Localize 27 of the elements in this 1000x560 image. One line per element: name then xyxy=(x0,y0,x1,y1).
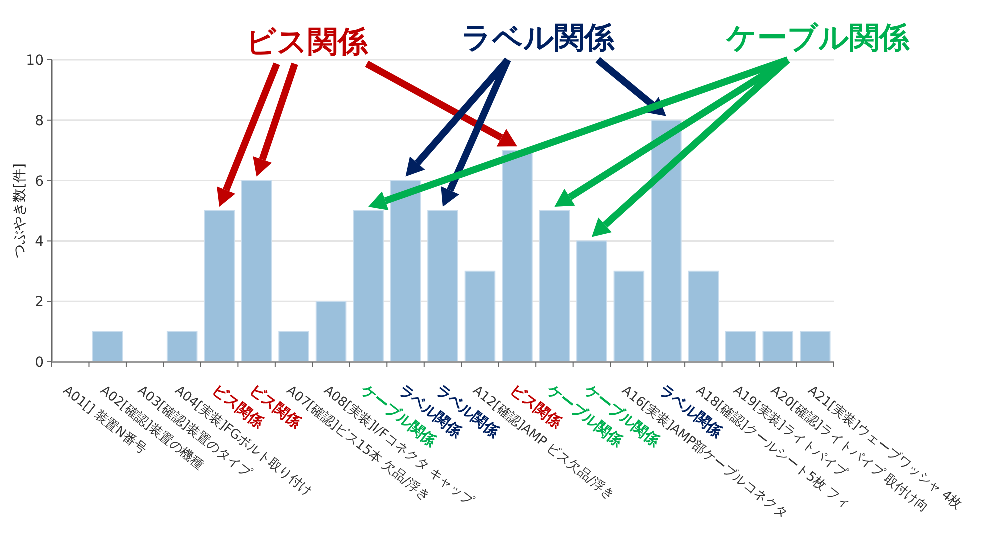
bar xyxy=(800,331,831,362)
y-tick-label: 4 xyxy=(35,234,44,250)
bar xyxy=(390,180,422,362)
y-tick-label: 6 xyxy=(35,174,44,190)
text: ラベル関係 xyxy=(462,21,616,56)
bar xyxy=(204,210,235,362)
y-tick-label: 8 xyxy=(35,113,44,130)
bar xyxy=(316,301,347,362)
bar xyxy=(762,331,794,362)
bar xyxy=(539,210,570,362)
y-tick-label: 0 xyxy=(35,355,44,371)
y-tick-label: 10 xyxy=(26,53,44,69)
bar xyxy=(278,331,310,362)
y-axis-title: つぶやき数[件] xyxy=(12,164,28,258)
text: ケーブル関係 xyxy=(726,21,910,56)
bar xyxy=(92,331,124,362)
bar xyxy=(428,210,458,362)
bar xyxy=(726,331,756,362)
bar xyxy=(614,270,645,362)
bar xyxy=(576,240,608,362)
bar xyxy=(464,270,496,362)
annotation: ビス関係 xyxy=(246,25,369,60)
bar xyxy=(651,120,682,362)
y-tick-label: 2 xyxy=(35,294,44,311)
bar xyxy=(688,270,720,362)
bar xyxy=(502,150,533,362)
bar xyxy=(166,331,198,362)
